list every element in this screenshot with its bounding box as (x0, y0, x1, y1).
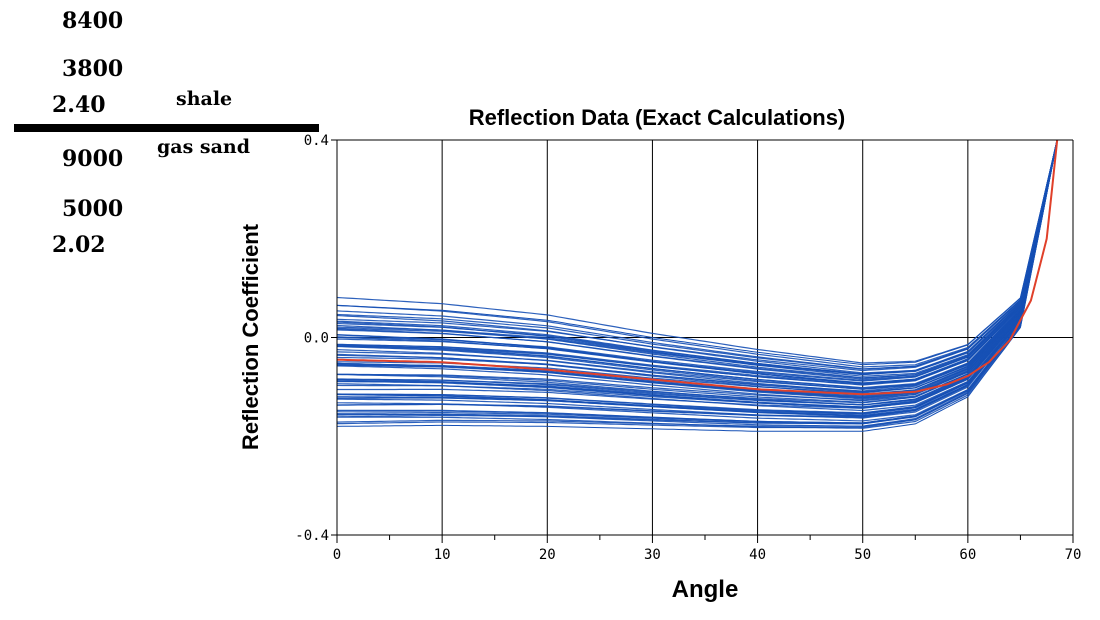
y-ticks: -0.4 0.0 0.4 (295, 133, 337, 544)
x-tick-label: 60 (959, 547, 976, 563)
realization-curve (336, 139, 1058, 425)
realization-curve (336, 139, 1058, 390)
realization-curve (336, 139, 1058, 376)
gas-sand-vs: 5000 (62, 196, 124, 222)
x-axis-label: Angle (672, 576, 739, 603)
x-tick-label: 40 (749, 547, 766, 563)
realization-curve (336, 139, 1058, 385)
y-axis-label: Reflection Coefficient (238, 223, 263, 450)
realization-curve (336, 139, 1058, 374)
envelope-upper (336, 139, 1058, 366)
realization-curve (337, 139, 1058, 414)
realization-curves (336, 139, 1058, 432)
shale-label: shale (176, 88, 233, 110)
x-tick-label: 0 (333, 547, 341, 563)
x-ticks: 0 10 20 30 40 50 60 70 (333, 535, 1082, 563)
y-tick-label: 0.0 (304, 331, 329, 347)
mean-line (336, 139, 1059, 396)
realization-curve (336, 139, 1058, 376)
envelope-lower (336, 139, 1058, 432)
realization-curve (336, 139, 1058, 364)
shale-vp: 8400 (62, 8, 124, 34)
realization-curve (337, 139, 1058, 419)
realization-curve (337, 139, 1058, 409)
realization-curve (336, 139, 1058, 389)
x-tick-label: 20 (539, 547, 556, 563)
layer-interface-line (14, 124, 319, 132)
y-tick-label: -0.4 (295, 528, 329, 544)
x-tick-label: 30 (644, 547, 661, 563)
x-tick-label: 50 (854, 547, 871, 563)
x-tick-label: 10 (434, 547, 451, 563)
realization-curve (336, 139, 1058, 370)
gas-sand-vp: 9000 (62, 146, 124, 172)
mean-curve (336, 139, 1059, 396)
realization-curve (337, 139, 1058, 397)
chart-title: Reflection Data (Exact Calculations) (469, 105, 846, 130)
realization-curve (336, 139, 1058, 368)
realization-curve (336, 139, 1058, 401)
realization-curve (336, 139, 1058, 382)
realization-curve (336, 139, 1058, 372)
realization-curve (336, 139, 1058, 408)
realization-curve (336, 139, 1058, 386)
realization-curve (337, 139, 1058, 429)
y-tick-label: 0.4 (304, 133, 329, 149)
realization-curve (336, 139, 1058, 392)
shale-density: 2.40 (52, 92, 106, 118)
realization-curve (336, 139, 1058, 370)
grid (337, 140, 1073, 535)
shale-vs: 3800 (62, 56, 124, 82)
realization-curve (336, 139, 1058, 419)
gas-sand-density: 2.02 (52, 232, 106, 258)
gas-sand-label: gas sand (157, 136, 251, 158)
x-tick-label: 70 (1065, 547, 1082, 563)
realization-curve (336, 139, 1058, 427)
realization-curve (336, 139, 1058, 379)
realization-curve (337, 139, 1058, 406)
